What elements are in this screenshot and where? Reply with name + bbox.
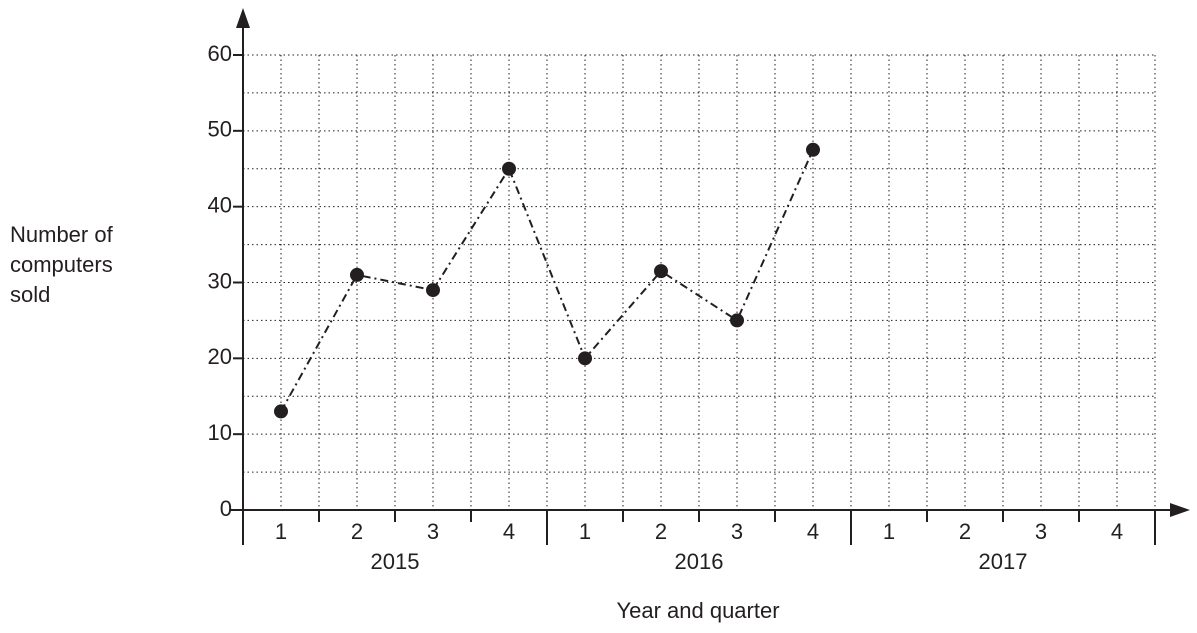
data-point [426,283,440,298]
data-point [578,351,592,366]
year-label: 2016 [675,549,724,574]
data-point [502,161,516,176]
x-tick-label: 2 [351,519,363,544]
data-point [274,404,288,419]
year-label: 2017 [979,549,1028,574]
x-axis-arrow [1170,503,1190,517]
x-tick-label: 4 [807,519,819,544]
y-tick-label: 30 [208,268,232,293]
x-tick-label: 3 [1035,519,1047,544]
y-tick-label: 40 [208,192,232,217]
x-tick-label: 3 [731,519,743,544]
x-tick-label: 2 [959,519,971,544]
x-axis-label: Year and quarter [616,598,779,623]
y-axis-label: Number of computers sold [10,222,113,307]
y-axis-arrow [236,8,250,28]
y-tick-label: 0 [220,496,232,521]
x-tick-label: 1 [883,519,895,544]
x-tick-label: 3 [427,519,439,544]
x-tick-label: 4 [1111,519,1123,544]
x-tick-label: 1 [275,519,287,544]
y-tick-label: 60 [208,41,232,66]
series-line [280,149,814,412]
x-tick-label: 2 [655,519,667,544]
data-point [806,142,820,157]
y-tick-label: 50 [208,117,232,142]
grid [243,54,1156,510]
year-label: 2015 [371,549,420,574]
data-point [730,313,744,328]
x-tick-label: 1 [579,519,591,544]
data-point [654,264,668,279]
data-point [350,267,364,282]
y-tick-label: 20 [208,344,232,369]
x-tick-label: 4 [503,519,515,544]
y-tick-label: 10 [208,420,232,445]
